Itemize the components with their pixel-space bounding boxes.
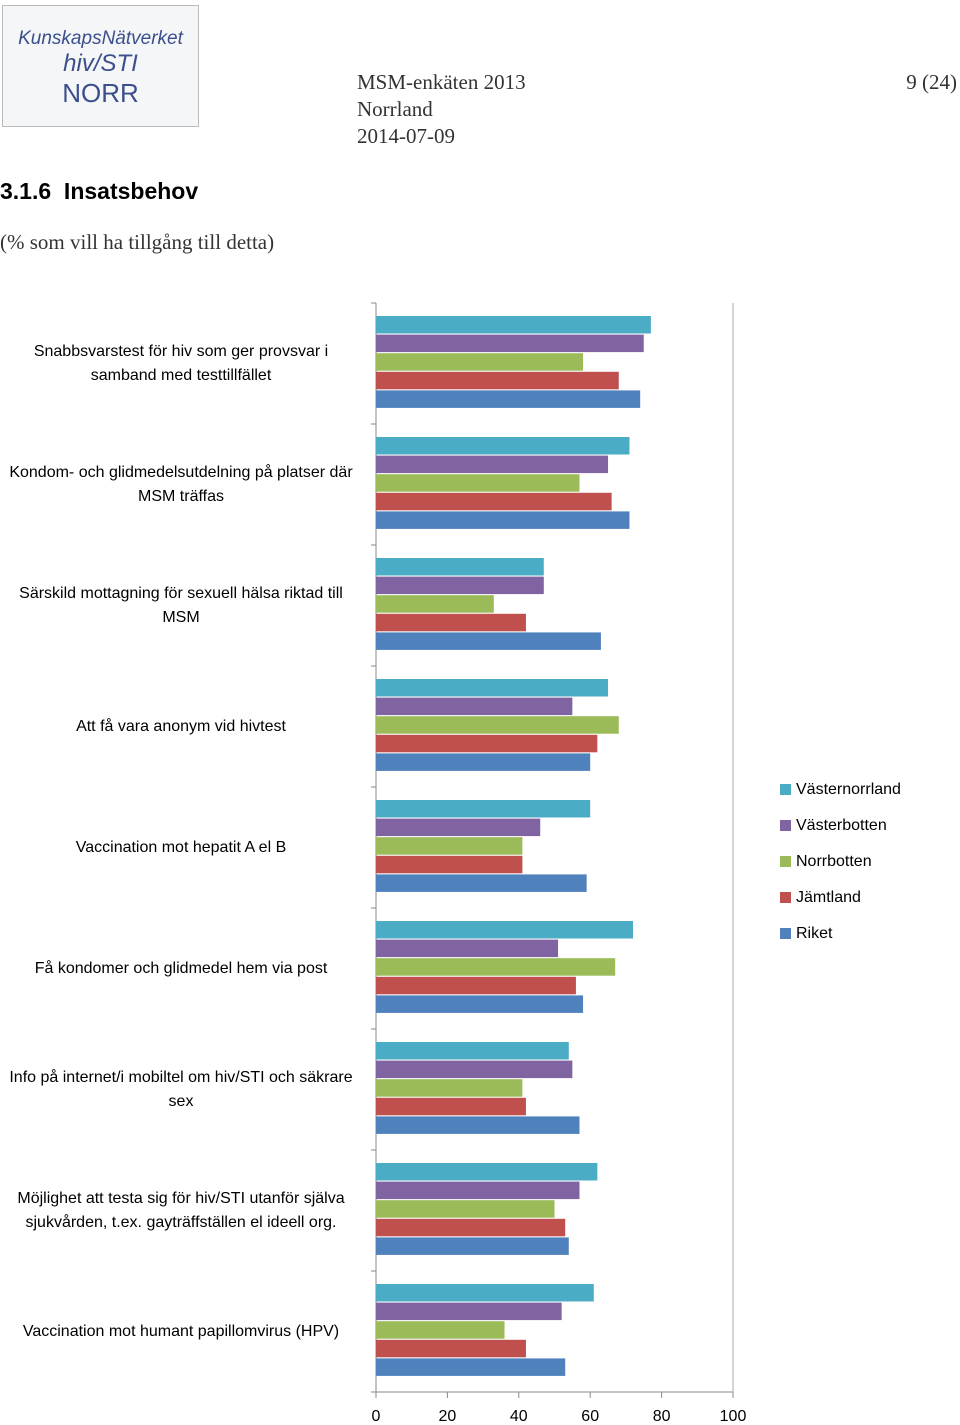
legend-swatch — [780, 892, 791, 903]
bar — [376, 995, 584, 1013]
bar — [376, 1358, 566, 1376]
legend-swatch — [780, 784, 791, 795]
bar — [376, 976, 576, 995]
category-label: Få kondomer och glidmedel hem via post — [34, 959, 328, 977]
bar — [376, 613, 526, 632]
page-number: 9 (24) — [906, 70, 957, 94]
logo-text: hiv/STI — [63, 50, 138, 77]
bar — [376, 1181, 580, 1200]
category-label: Att få vara anonym vid hivtest — [76, 717, 286, 735]
category-label: Särskild mottagning för sexuell hälsa ri… — [19, 584, 343, 626]
category-label: Vaccination mot hepatit A el B — [75, 838, 287, 856]
x-tick-label: 80 — [653, 1408, 671, 1425]
bar — [376, 1302, 562, 1321]
bar — [376, 1042, 569, 1060]
bar — [376, 1200, 555, 1218]
legend-label: Norrbotten — [796, 853, 872, 870]
bar — [376, 753, 591, 771]
legend-swatch — [780, 856, 791, 867]
legend-label: Västerbotten — [796, 817, 887, 834]
category-label: Möjlighet att testa sig för hiv/STI utan… — [17, 1189, 345, 1231]
bar — [376, 316, 651, 334]
bar — [376, 390, 641, 408]
bar — [376, 837, 523, 855]
x-tick-label: 20 — [439, 1408, 457, 1425]
bar — [376, 958, 616, 976]
legend-label: Jämtland — [796, 889, 861, 906]
legend-label: Västernorrland — [796, 781, 901, 798]
date: 2014-07-09 — [357, 124, 455, 148]
bar — [376, 1079, 523, 1097]
heading: 3.1.6 Insatsbehov — [0, 178, 199, 204]
x-tick-label: 60 — [581, 1408, 599, 1425]
doc-title: MSM-enkäten 2013 — [357, 70, 526, 94]
bar — [376, 1163, 598, 1181]
bar — [376, 1237, 569, 1255]
logo: KunskapsNätverket hiv/STI NORR — [2, 5, 199, 127]
bar — [376, 437, 630, 455]
bar — [376, 455, 609, 474]
bar — [376, 353, 584, 371]
category-label: Snabbsvarstest för hiv som ger provsvar … — [33, 342, 329, 384]
bar — [376, 371, 619, 390]
bar — [376, 558, 544, 576]
bar — [376, 1218, 566, 1237]
bar — [376, 921, 634, 939]
bar — [376, 511, 630, 529]
bar — [376, 1116, 580, 1134]
bar — [376, 1060, 573, 1079]
bar — [376, 939, 559, 958]
bar — [376, 716, 619, 734]
x-tick-label: 100 — [720, 1408, 747, 1425]
x-tick-label: 0 — [372, 1408, 381, 1425]
category-label: Vaccination mot humant papillomvirus (HP… — [22, 1322, 340, 1340]
x-tick-label: 40 — [510, 1408, 528, 1425]
logo-text: KunskapsNätverket — [18, 28, 183, 49]
legend-label: Riket — [796, 925, 833, 942]
legend-swatch — [780, 820, 791, 831]
bar — [376, 800, 591, 818]
bar — [376, 734, 598, 753]
category-label: Info på internet/i mobiltel om hiv/STI o… — [9, 1068, 353, 1110]
bar — [376, 697, 573, 716]
bar — [376, 492, 612, 511]
bar — [376, 1339, 526, 1358]
bar — [376, 1321, 505, 1339]
logo-text: NORR — [62, 78, 139, 108]
category-label: Kondom- och glidmedelsutdelning på plats… — [9, 463, 353, 505]
region: Norrland — [357, 97, 433, 121]
legend-swatch — [780, 928, 791, 939]
bar — [376, 1284, 594, 1302]
bar — [376, 679, 609, 697]
bar — [376, 334, 644, 353]
bar — [376, 874, 587, 892]
bar — [376, 855, 523, 874]
subtitle: (% som vill ha tillgång till detta) — [0, 230, 275, 254]
bar — [376, 818, 541, 837]
bar — [376, 474, 580, 492]
bar — [376, 595, 494, 613]
bar — [376, 1097, 526, 1116]
bar — [376, 632, 601, 650]
bar — [376, 576, 544, 595]
